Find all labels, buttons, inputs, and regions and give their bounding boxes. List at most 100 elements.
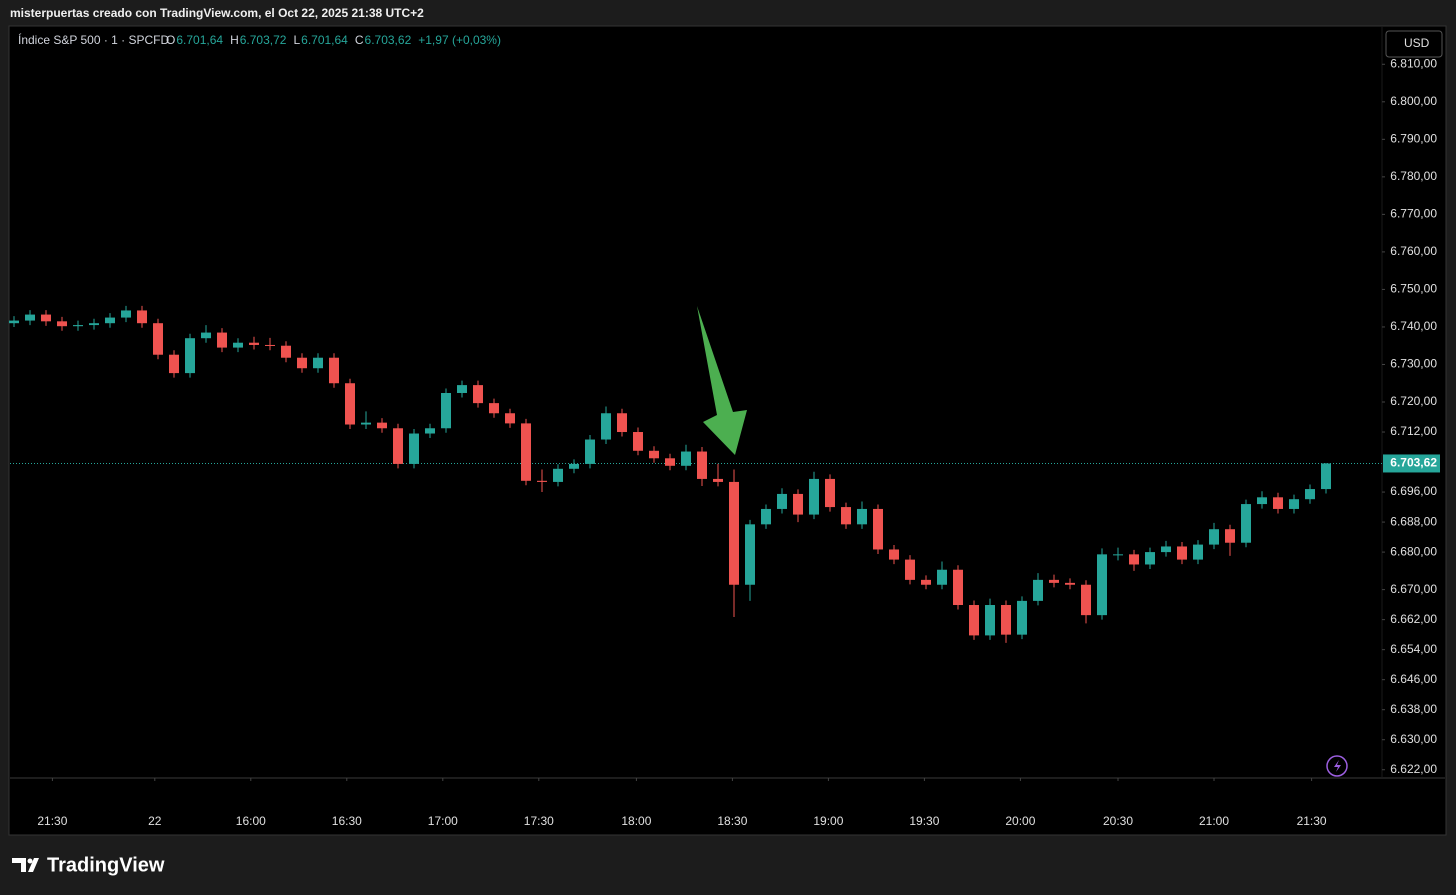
candle-body — [825, 478, 835, 508]
candle-body — [1161, 546, 1171, 553]
legend-key: O — [166, 33, 175, 47]
y-tick-label: 6.720,00 — [1390, 394, 1437, 408]
candle-body — [921, 579, 931, 585]
lightning-button[interactable] — [1326, 755, 1348, 777]
candle-body — [89, 323, 99, 326]
candle-body — [489, 403, 499, 414]
legend-key: L — [293, 33, 300, 47]
candle-body — [345, 383, 355, 425]
candle-body — [1177, 546, 1187, 560]
candle-body — [281, 345, 291, 358]
candle-body — [57, 321, 67, 327]
candle-body — [713, 478, 723, 482]
candle-body — [1097, 554, 1107, 616]
candle-body — [841, 507, 851, 525]
candle-body — [617, 413, 627, 433]
candle-body — [1241, 504, 1251, 543]
candle-body — [329, 357, 339, 384]
candle-body — [889, 549, 899, 560]
y-tick-label: 6.654,00 — [1390, 642, 1437, 656]
candle-body — [1113, 554, 1123, 556]
legend-key: H — [230, 33, 239, 47]
candle-body — [649, 450, 659, 459]
candle-body — [569, 463, 579, 469]
y-tick-label: 6.680,00 — [1390, 544, 1437, 558]
candle-body — [201, 332, 211, 339]
candle-body — [601, 413, 611, 440]
candle-body — [217, 332, 227, 348]
candle-body — [985, 605, 995, 636]
candle-body — [633, 432, 643, 451]
candle-body — [1209, 529, 1219, 545]
candle-body — [1305, 489, 1315, 500]
y-tick-label: 6.638,00 — [1390, 702, 1437, 716]
last-price-box — [1383, 454, 1440, 473]
candle-body — [1081, 584, 1091, 616]
candle-body — [745, 524, 755, 585]
candle-body — [681, 451, 691, 466]
logo-dot — [27, 858, 33, 864]
candle-body — [1257, 497, 1267, 505]
x-tick-label: 16:00 — [236, 814, 266, 828]
candle-body — [937, 569, 947, 585]
candle-body — [1001, 605, 1011, 635]
legend-key: C — [355, 33, 364, 47]
candle-body — [393, 428, 403, 464]
legend-value: 6.701,64 — [301, 33, 348, 47]
y-tick-label: 6.630,00 — [1390, 732, 1437, 746]
x-tick-label: 19:30 — [909, 814, 939, 828]
candle-body — [25, 314, 35, 321]
currency: USD — [1404, 36, 1430, 50]
legend-value: 6.703,72 — [240, 33, 287, 47]
candle-body — [809, 478, 819, 515]
candle-body — [41, 314, 51, 322]
annotation-arrow — [697, 306, 747, 455]
candle-body — [665, 458, 675, 466]
candle-body — [1017, 600, 1027, 635]
candle-body — [873, 508, 883, 550]
y-tick-label: 6.800,00 — [1390, 94, 1437, 108]
x-tick-label: 21:30 — [37, 814, 67, 828]
candle-body — [1193, 544, 1203, 560]
candle-body — [505, 413, 515, 424]
candle-body — [153, 323, 163, 355]
lightning-icon — [1334, 760, 1341, 772]
logo-mark — [12, 858, 39, 872]
ohlc-legend: O 6.701,64 H 6.703,72 L 6.701,64 C 6.703,62 — [166, 33, 412, 47]
candle-body — [697, 451, 707, 479]
candle-body — [1033, 579, 1043, 601]
y-tick-label: 6.780,00 — [1390, 169, 1437, 183]
candle-body — [377, 422, 387, 429]
y-tick-label: 6.670,00 — [1390, 582, 1437, 596]
candle-body — [537, 480, 547, 482]
y-tick-label: 6.810,00 — [1390, 56, 1437, 70]
legend-value: 6.701,64 — [176, 33, 223, 47]
candle-body — [9, 320, 19, 324]
footer-brand: TradingView — [47, 854, 165, 876]
candle-body — [425, 428, 435, 434]
candle-body — [729, 481, 739, 585]
legend-value: 6.703,62 — [365, 33, 412, 47]
x-tick-label: 18:30 — [717, 814, 747, 828]
header-title: misterpuertas creado con TradingView.com… — [10, 6, 424, 20]
candle-body — [553, 468, 563, 482]
y-tick-label: 6.770,00 — [1390, 207, 1437, 221]
x-tick-label: 21:00 — [1199, 814, 1229, 828]
candle-body — [1049, 579, 1059, 583]
candle-body — [121, 310, 131, 318]
candle-body — [313, 357, 323, 369]
candle-body — [233, 342, 243, 348]
candle-body — [1273, 497, 1283, 509]
currency-button[interactable] — [1385, 30, 1443, 58]
candle-body — [409, 433, 419, 464]
candle-body — [169, 354, 179, 374]
candle-body — [249, 342, 259, 345]
candle-body — [185, 338, 195, 374]
candle-body — [1065, 582, 1075, 585]
footer-logo — [12, 858, 39, 872]
y-tick-label: 6.712,00 — [1390, 424, 1437, 438]
x-tick-label: 20:30 — [1103, 814, 1133, 828]
y-tick-label: 6.622,00 — [1390, 762, 1437, 776]
y-tick-label: 6.750,00 — [1390, 282, 1437, 296]
